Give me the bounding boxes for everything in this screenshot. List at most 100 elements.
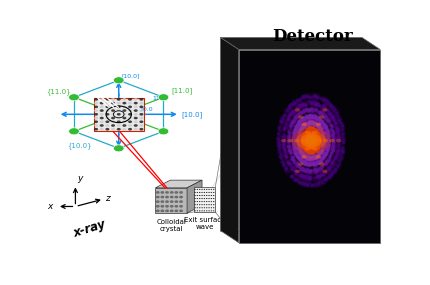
Point <box>321 130 328 135</box>
Point <box>293 133 300 138</box>
Point <box>315 142 322 146</box>
Point <box>301 128 307 133</box>
Point <box>304 138 310 142</box>
Circle shape <box>213 207 215 208</box>
Point <box>325 165 332 170</box>
Point <box>300 145 307 149</box>
Point <box>293 136 300 140</box>
Point <box>315 116 322 121</box>
Point <box>317 127 324 131</box>
Point <box>320 139 327 143</box>
Point <box>308 182 315 186</box>
Point <box>313 102 320 107</box>
Point <box>298 129 304 134</box>
Point <box>294 163 301 168</box>
Circle shape <box>336 139 341 142</box>
Point <box>335 149 342 153</box>
Point <box>316 128 322 133</box>
Point <box>292 129 299 133</box>
Point <box>301 119 307 123</box>
Point <box>317 144 324 148</box>
Point <box>315 114 322 119</box>
Point <box>316 115 323 120</box>
Point <box>297 122 304 127</box>
Point <box>298 127 305 131</box>
Point <box>332 119 339 123</box>
Point <box>315 160 322 165</box>
Point <box>289 135 296 140</box>
Point <box>296 147 303 152</box>
Point <box>315 146 322 151</box>
Point <box>317 157 324 162</box>
Point <box>309 160 316 165</box>
Point <box>311 131 318 135</box>
Point <box>296 163 303 168</box>
Point <box>310 121 317 126</box>
Point <box>303 103 310 107</box>
Point <box>291 178 298 183</box>
Point <box>319 148 326 152</box>
Point <box>304 158 311 162</box>
Point <box>303 146 310 150</box>
Point <box>298 147 305 152</box>
Point <box>308 171 315 176</box>
Point <box>302 133 309 137</box>
Point <box>294 150 301 155</box>
Point <box>311 150 318 155</box>
Point <box>320 156 327 160</box>
Point <box>298 110 304 115</box>
Point <box>319 139 326 143</box>
Point <box>298 127 305 132</box>
Point <box>336 141 343 146</box>
Point <box>300 116 307 120</box>
Point <box>309 162 316 167</box>
Point <box>314 107 321 112</box>
Point <box>306 126 313 131</box>
Point <box>308 157 315 162</box>
Point <box>329 172 335 177</box>
Point <box>321 127 328 131</box>
Point <box>312 160 319 165</box>
Point <box>300 126 307 131</box>
Point <box>330 134 337 139</box>
Point <box>310 143 317 148</box>
Point <box>335 158 341 162</box>
Point <box>280 160 286 164</box>
Point <box>298 158 305 162</box>
Point <box>300 180 307 184</box>
Point <box>312 113 319 118</box>
Point <box>316 136 323 140</box>
Point <box>309 156 316 160</box>
Point <box>309 114 316 119</box>
Point <box>299 99 306 103</box>
Point <box>304 150 310 155</box>
Point <box>332 169 338 174</box>
Point <box>299 130 306 134</box>
Point <box>307 132 313 137</box>
Point <box>294 145 301 150</box>
Point <box>333 156 340 160</box>
Point <box>307 163 314 167</box>
Point <box>316 125 322 130</box>
Point <box>334 137 341 142</box>
Point <box>299 127 306 131</box>
Point <box>310 150 316 154</box>
Point <box>320 156 327 160</box>
Circle shape <box>179 205 183 207</box>
Point <box>312 172 319 177</box>
Point <box>299 118 306 123</box>
Point <box>303 117 310 122</box>
Point <box>295 129 302 133</box>
Point <box>326 111 333 116</box>
Point <box>316 141 322 146</box>
Point <box>303 139 310 144</box>
Point <box>304 123 310 127</box>
Point <box>331 107 338 112</box>
Point <box>304 131 310 136</box>
Point <box>308 144 315 149</box>
Point <box>305 115 312 119</box>
Point <box>314 169 321 174</box>
Point <box>294 101 301 106</box>
Point <box>304 137 310 141</box>
Point <box>324 118 331 123</box>
